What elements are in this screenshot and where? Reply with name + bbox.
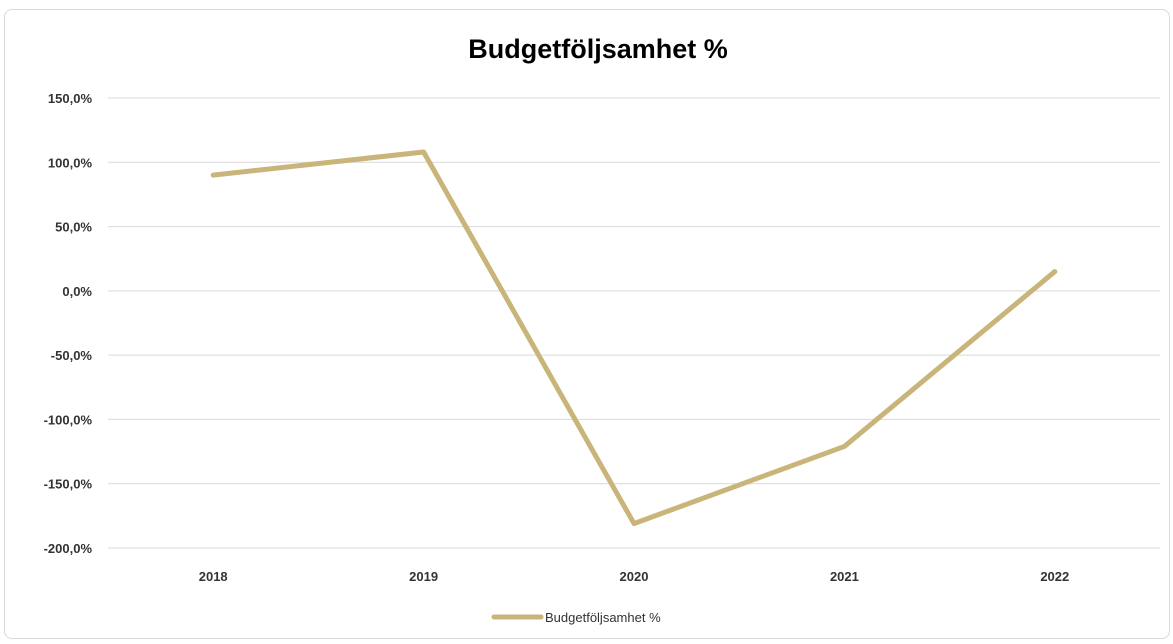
x-axis-tick-labels: 2018 2019 2020 2021 2022 [199, 569, 1070, 584]
y-axis-tick-labels: 150,0% 100,0% 50,0% 0,0% -50,0% -100,0% -150,0… [44, 91, 93, 556]
y-tick-label: 100,0% [48, 155, 93, 170]
legend[interactable]: Budgetföljsamhet % [491, 610, 661, 625]
y-tick-label: 150,0% [48, 91, 93, 106]
x-tick-label: 2021 [830, 569, 859, 584]
series-line [210, 149, 1058, 527]
y-tick-label: -100,0% [44, 412, 93, 427]
legend-label: Budgetföljsamhet % [545, 610, 661, 625]
y-tick-label: -200,0% [44, 541, 93, 556]
y-tick-label: 50,0% [55, 220, 92, 235]
y-tick-label: 0,0% [62, 284, 92, 299]
y-tick-label: -150,0% [44, 477, 93, 492]
series-lines [210, 149, 1058, 527]
x-tick-label: 2019 [409, 569, 438, 584]
gridlines [108, 97, 1160, 549]
x-tick-label: 2018 [199, 569, 228, 584]
chart-title: Budgetföljsamhet % [468, 34, 728, 64]
x-tick-label: 2022 [1040, 569, 1069, 584]
x-tick-label: 2020 [620, 569, 649, 584]
y-tick-label: -50,0% [51, 348, 93, 363]
chart-frame [4, 9, 1170, 639]
